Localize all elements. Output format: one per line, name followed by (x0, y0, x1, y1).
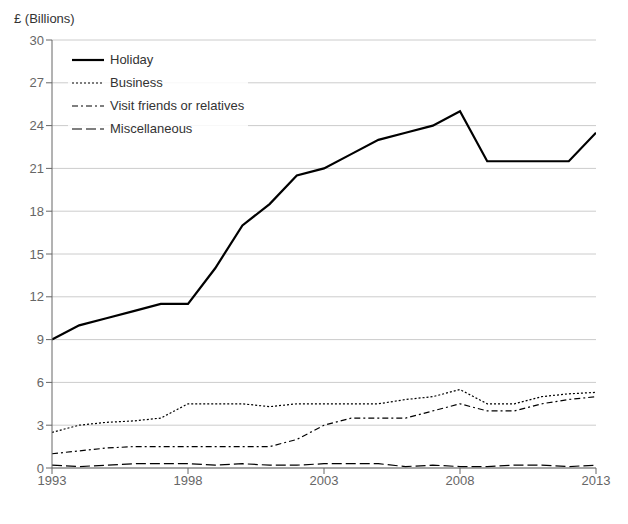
svg-text:1993: 1993 (37, 473, 67, 489)
html-text:Business: Business (110, 75, 163, 90)
svg-text:15: 15 (30, 247, 44, 262)
svg-text:2008: 2008 (446, 473, 475, 488)
svg-text:30: 30 (30, 33, 44, 48)
svg-text:2013: 2013 (582, 473, 611, 488)
html-text:Holiday: Holiday (110, 52, 154, 67)
svg-text:1998: 1998 (174, 473, 203, 488)
svg-text:2003: 2003 (310, 473, 339, 488)
svg-text:9: 9 (37, 332, 44, 347)
svg-text:27: 27 (30, 75, 44, 90)
svg-text:21: 21 (30, 161, 44, 176)
svg-text:18: 18 (30, 204, 44, 219)
html-text:Visit friends or relatives: Visit friends or relatives (110, 98, 245, 113)
html-text:£ (Billions): £ (Billions) (14, 11, 75, 26)
svg-text:12: 12 (30, 289, 44, 304)
html-text:Miscellaneous: Miscellaneous (110, 121, 193, 136)
svg-text:3: 3 (37, 418, 44, 433)
svg-text:6: 6 (37, 375, 44, 390)
svg-text:24: 24 (30, 118, 44, 133)
svg-text:0: 0 (37, 461, 44, 476)
